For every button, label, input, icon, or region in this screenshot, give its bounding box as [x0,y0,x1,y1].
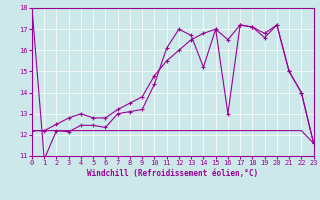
X-axis label: Windchill (Refroidissement éolien,°C): Windchill (Refroidissement éolien,°C) [87,169,258,178]
